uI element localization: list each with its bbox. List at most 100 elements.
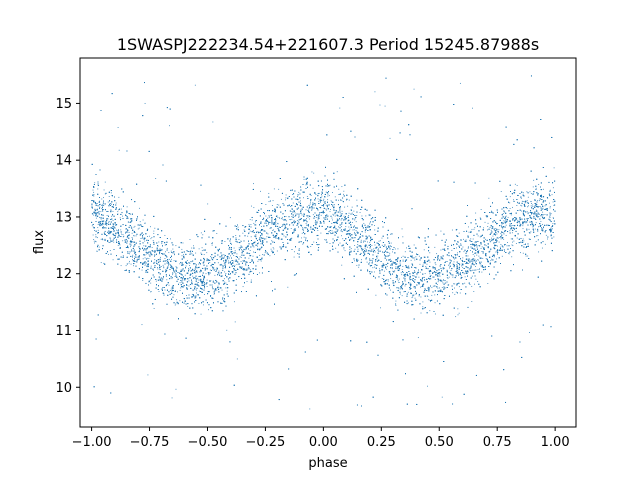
- data-point: [95, 241, 97, 243]
- data-point: [532, 226, 534, 228]
- data-point: [185, 265, 187, 267]
- data-point: [94, 242, 95, 244]
- data-point: [145, 263, 147, 265]
- data-point: [367, 269, 369, 271]
- data-point: [364, 252, 366, 254]
- data-point: [223, 257, 225, 259]
- data-point: [503, 232, 505, 234]
- data-point: [446, 276, 448, 278]
- data-point: [517, 202, 519, 204]
- data-point: [474, 245, 476, 246]
- data-point: [501, 222, 503, 224]
- data-point: [172, 252, 174, 254]
- data-point: [542, 188, 544, 190]
- data-point: [436, 272, 438, 274]
- data-point: [149, 226, 151, 228]
- data-point: [217, 287, 219, 289]
- data-point: [388, 255, 390, 257]
- data-point: [153, 230, 155, 232]
- data-point: [206, 252, 208, 254]
- data-point: [357, 231, 359, 233]
- data-point: [467, 255, 469, 257]
- data-point: [171, 397, 173, 399]
- data-point: [472, 238, 474, 240]
- data-point: [332, 192, 333, 194]
- data-point: [210, 256, 212, 258]
- data-point: [466, 266, 468, 268]
- data-point: [544, 214, 546, 215]
- data-point: [452, 256, 454, 258]
- data-point: [183, 285, 185, 287]
- data-point: [188, 285, 190, 287]
- data-point: [398, 278, 400, 280]
- data-point: [93, 227, 95, 229]
- data-point: [458, 275, 459, 276]
- data-point: [440, 258, 442, 260]
- data-point: [387, 280, 389, 282]
- data-point: [141, 237, 143, 239]
- data-point: [380, 307, 381, 309]
- data-point: [334, 221, 336, 223]
- data-point: [482, 257, 484, 259]
- data-point: [188, 267, 189, 269]
- data-point: [233, 255, 235, 256]
- data-point: [289, 219, 291, 221]
- data-point: [198, 263, 200, 265]
- data-point: [232, 272, 234, 274]
- data-point: [179, 282, 181, 284]
- data-point: [516, 205, 518, 206]
- data-point: [298, 218, 300, 220]
- data-point: [144, 240, 146, 242]
- data-point: [300, 200, 301, 202]
- data-point: [351, 212, 353, 214]
- data-point: [523, 204, 525, 205]
- data-point: [327, 193, 329, 195]
- data-point: [108, 221, 110, 223]
- data-point: [113, 241, 115, 243]
- data-point: [264, 230, 266, 232]
- data-point: [460, 239, 461, 241]
- data-point: [234, 264, 236, 266]
- data-point: [432, 285, 434, 287]
- data-point: [547, 197, 549, 199]
- data-point: [186, 260, 188, 261]
- data-point: [517, 219, 519, 221]
- data-point: [146, 266, 148, 268]
- data-point: [201, 250, 203, 252]
- data-point: [148, 235, 150, 237]
- data-point: [108, 242, 110, 243]
- data-point: [505, 215, 507, 217]
- data-point: [159, 251, 161, 253]
- data-point: [315, 194, 317, 195]
- data-point: [414, 257, 416, 259]
- data-point: [172, 277, 173, 278]
- data-point: [499, 246, 501, 248]
- data-point: [462, 257, 464, 259]
- data-point: [338, 188, 340, 190]
- data-point: [232, 265, 234, 267]
- data-point: [324, 212, 325, 213]
- data-point: [456, 228, 458, 230]
- data-point: [351, 222, 353, 223]
- data-point: [518, 225, 520, 227]
- data-point: [374, 91, 376, 93]
- data-point: [311, 209, 313, 211]
- data-point: [480, 209, 482, 210]
- data-point: [392, 251, 393, 253]
- data-point: [103, 189, 105, 191]
- data-point: [324, 202, 326, 204]
- data-point: [416, 273, 418, 275]
- data-point: [508, 252, 509, 254]
- data-point: [233, 252, 235, 254]
- data-point: [290, 228, 292, 229]
- data-point: [307, 216, 309, 218]
- data-point: [471, 228, 473, 230]
- data-point: [473, 269, 475, 271]
- data-point: [505, 234, 507, 236]
- data-point: [269, 255, 271, 257]
- data-point: [131, 232, 133, 234]
- data-point: [108, 221, 109, 223]
- data-point: [364, 240, 366, 242]
- data-point: [390, 278, 392, 280]
- data-point: [471, 275, 473, 277]
